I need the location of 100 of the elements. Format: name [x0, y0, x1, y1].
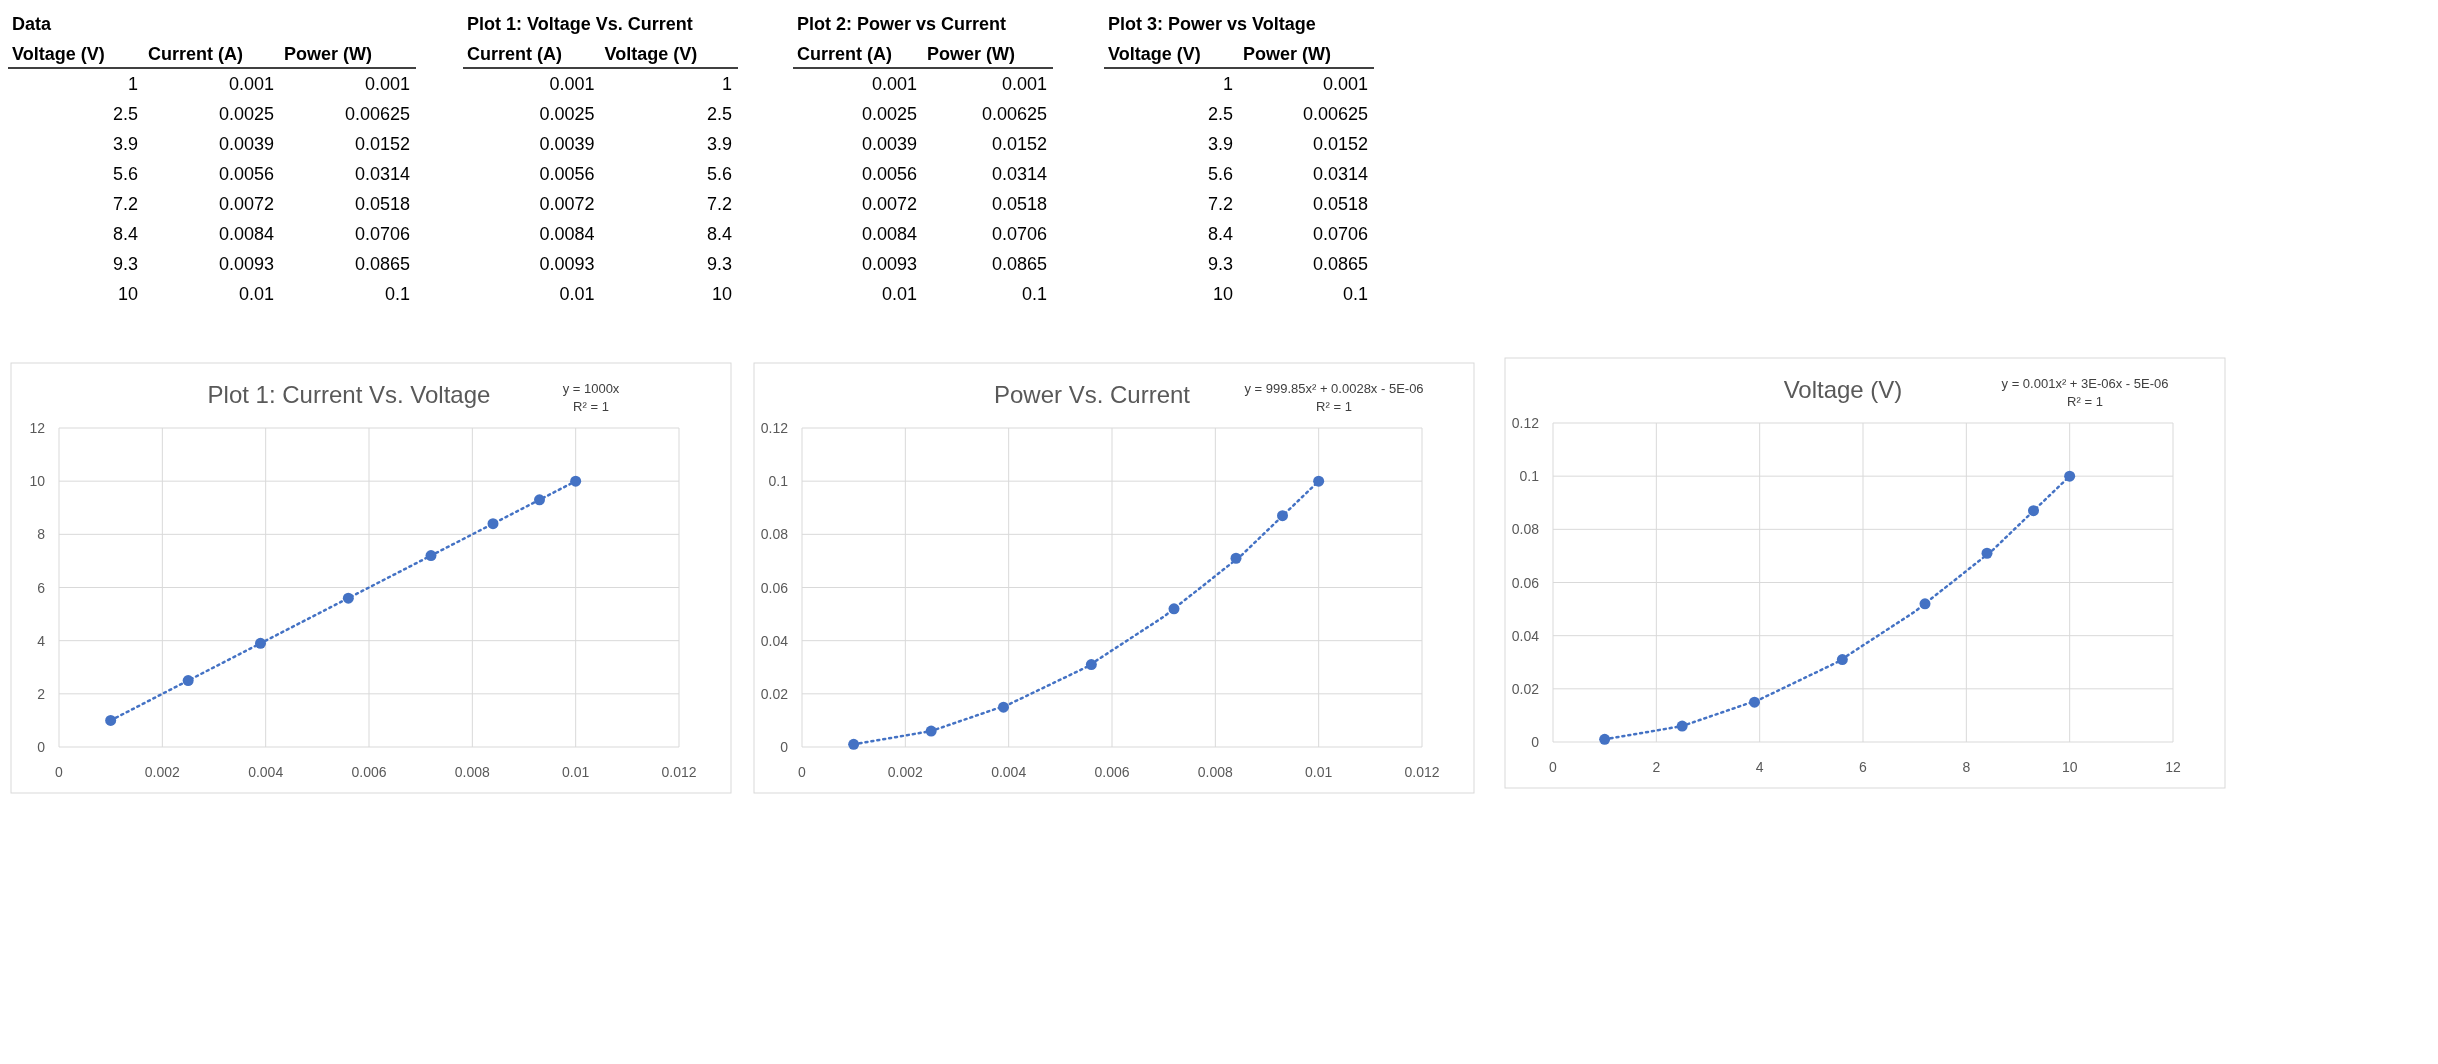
category-label: Voltage (V): [12, 44, 105, 64]
text: 0.1: [384, 284, 410, 304]
text: 0.01: [238, 284, 274, 304]
y-tick-label: 0.06: [760, 579, 789, 596]
text: 10: [1212, 284, 1233, 304]
text: 0.1: [1342, 284, 1368, 304]
y-tick-label: 0.12: [760, 420, 789, 436]
text: 0.0056: [539, 164, 595, 184]
text: R² = 1: [2067, 394, 2103, 409]
text: 0.0865: [991, 254, 1047, 274]
text: 3.9: [112, 134, 138, 154]
point: [255, 637, 266, 649]
category-label: Current (A): [797, 44, 892, 64]
point: [2028, 505, 2039, 517]
text: R² = 1: [1316, 399, 1352, 414]
y-tick-label: 6: [37, 579, 46, 596]
point: [925, 725, 937, 737]
text: 0.0314: [1312, 164, 1368, 184]
y-tick-label: 0.08: [1511, 521, 1540, 538]
text: 0.0084: [861, 224, 917, 244]
x-tick-label: 0: [55, 764, 64, 780]
text: 9.3: [706, 254, 732, 274]
text: 1: [721, 74, 732, 94]
text: 0.0518: [1312, 194, 1368, 214]
y-tick-label: 0.1: [768, 473, 789, 490]
text: 0.0093: [218, 254, 274, 274]
x-tick-label: 12: [2165, 759, 2181, 775]
text: 0.0056: [861, 164, 917, 184]
y-tick-label: 0.08: [760, 526, 789, 543]
text: 0.0706: [1312, 224, 1368, 244]
chart-title: Power Vs. Current: [993, 381, 1191, 408]
text: 0.0072: [539, 194, 595, 214]
text: 9.3: [1207, 254, 1233, 274]
text: 0.0025: [861, 104, 917, 124]
text: 0.0314: [354, 164, 410, 184]
text: 0.0865: [1312, 254, 1368, 274]
text: 0.0865: [354, 254, 410, 274]
text: 7.2: [1207, 194, 1233, 214]
point: [1676, 720, 1688, 732]
y-tick-label: 0.04: [1511, 627, 1540, 644]
point: [998, 701, 1009, 713]
y-tick-label: 0.04: [760, 632, 789, 649]
category-label: Power (W): [284, 44, 372, 64]
x-tick-label: 0.006: [351, 764, 387, 780]
category-label: Current (A): [148, 44, 243, 64]
text: 0.001: [364, 74, 410, 94]
point: [182, 675, 194, 687]
text: 2.5: [112, 104, 138, 124]
x-tick-label: 0.012: [661, 764, 697, 780]
y-tick-label: 2: [37, 685, 46, 702]
text: 2.5: [706, 104, 732, 124]
text: 8.4: [1207, 224, 1233, 244]
x-tick-label: 8: [1962, 759, 1971, 775]
point: [487, 518, 499, 530]
x-tick-label: 10: [2061, 759, 2078, 775]
point: [1919, 598, 1931, 610]
category-label: Power (W): [927, 44, 1015, 64]
text: 3.9: [706, 134, 732, 154]
point: [1230, 552, 1242, 564]
category-label: Voltage (V): [604, 44, 698, 64]
text: 0.00625: [981, 104, 1047, 124]
text: 1: [1222, 74, 1233, 94]
text: 5.6: [112, 164, 138, 184]
category-label: Current (A): [467, 44, 562, 64]
text: 10: [711, 284, 732, 304]
point: [1085, 659, 1097, 671]
text: 1: [127, 74, 138, 94]
text: 0.0039: [539, 134, 595, 154]
text: 0.0314: [991, 164, 1047, 184]
text: Data: [12, 14, 52, 34]
text: 0.00625: [344, 104, 410, 124]
point: [848, 738, 860, 750]
y-tick-label: 0: [37, 739, 46, 755]
text: 0.0039: [218, 134, 274, 154]
x-tick-label: 0.012: [1404, 764, 1440, 780]
text: 10: [117, 284, 138, 304]
text: 0.0093: [539, 254, 595, 274]
text: 5.6: [706, 164, 732, 184]
point: [1749, 696, 1760, 708]
text: 0.0056: [218, 164, 274, 184]
text: 0.0706: [354, 224, 410, 244]
text: y = 0.001x² + 3E-06x - 5E-06: [2001, 376, 2169, 391]
y-tick-label: 0: [1531, 734, 1540, 750]
text: 0.0152: [991, 134, 1047, 154]
text: 0.0072: [861, 194, 917, 214]
y-tick-label: 8: [37, 526, 46, 543]
y-tick-label: 0.12: [1511, 415, 1540, 431]
point: [1981, 547, 1993, 559]
text: 0.0518: [991, 194, 1047, 214]
x-tick-label: 0.008: [1197, 764, 1234, 780]
point: [1599, 733, 1611, 745]
text: 0.01: [559, 284, 595, 304]
x-tick-label: 0.008: [454, 764, 491, 780]
text: Plot 2: Power vs Current: [797, 14, 1007, 34]
text: 8.4: [112, 224, 138, 244]
y-tick-label: 0.02: [760, 685, 789, 702]
text: y = 1000x: [562, 381, 620, 396]
text: 2.5: [1207, 104, 1233, 124]
text: 0.00625: [1302, 104, 1368, 124]
y-tick-label: 0.02: [1511, 680, 1540, 697]
